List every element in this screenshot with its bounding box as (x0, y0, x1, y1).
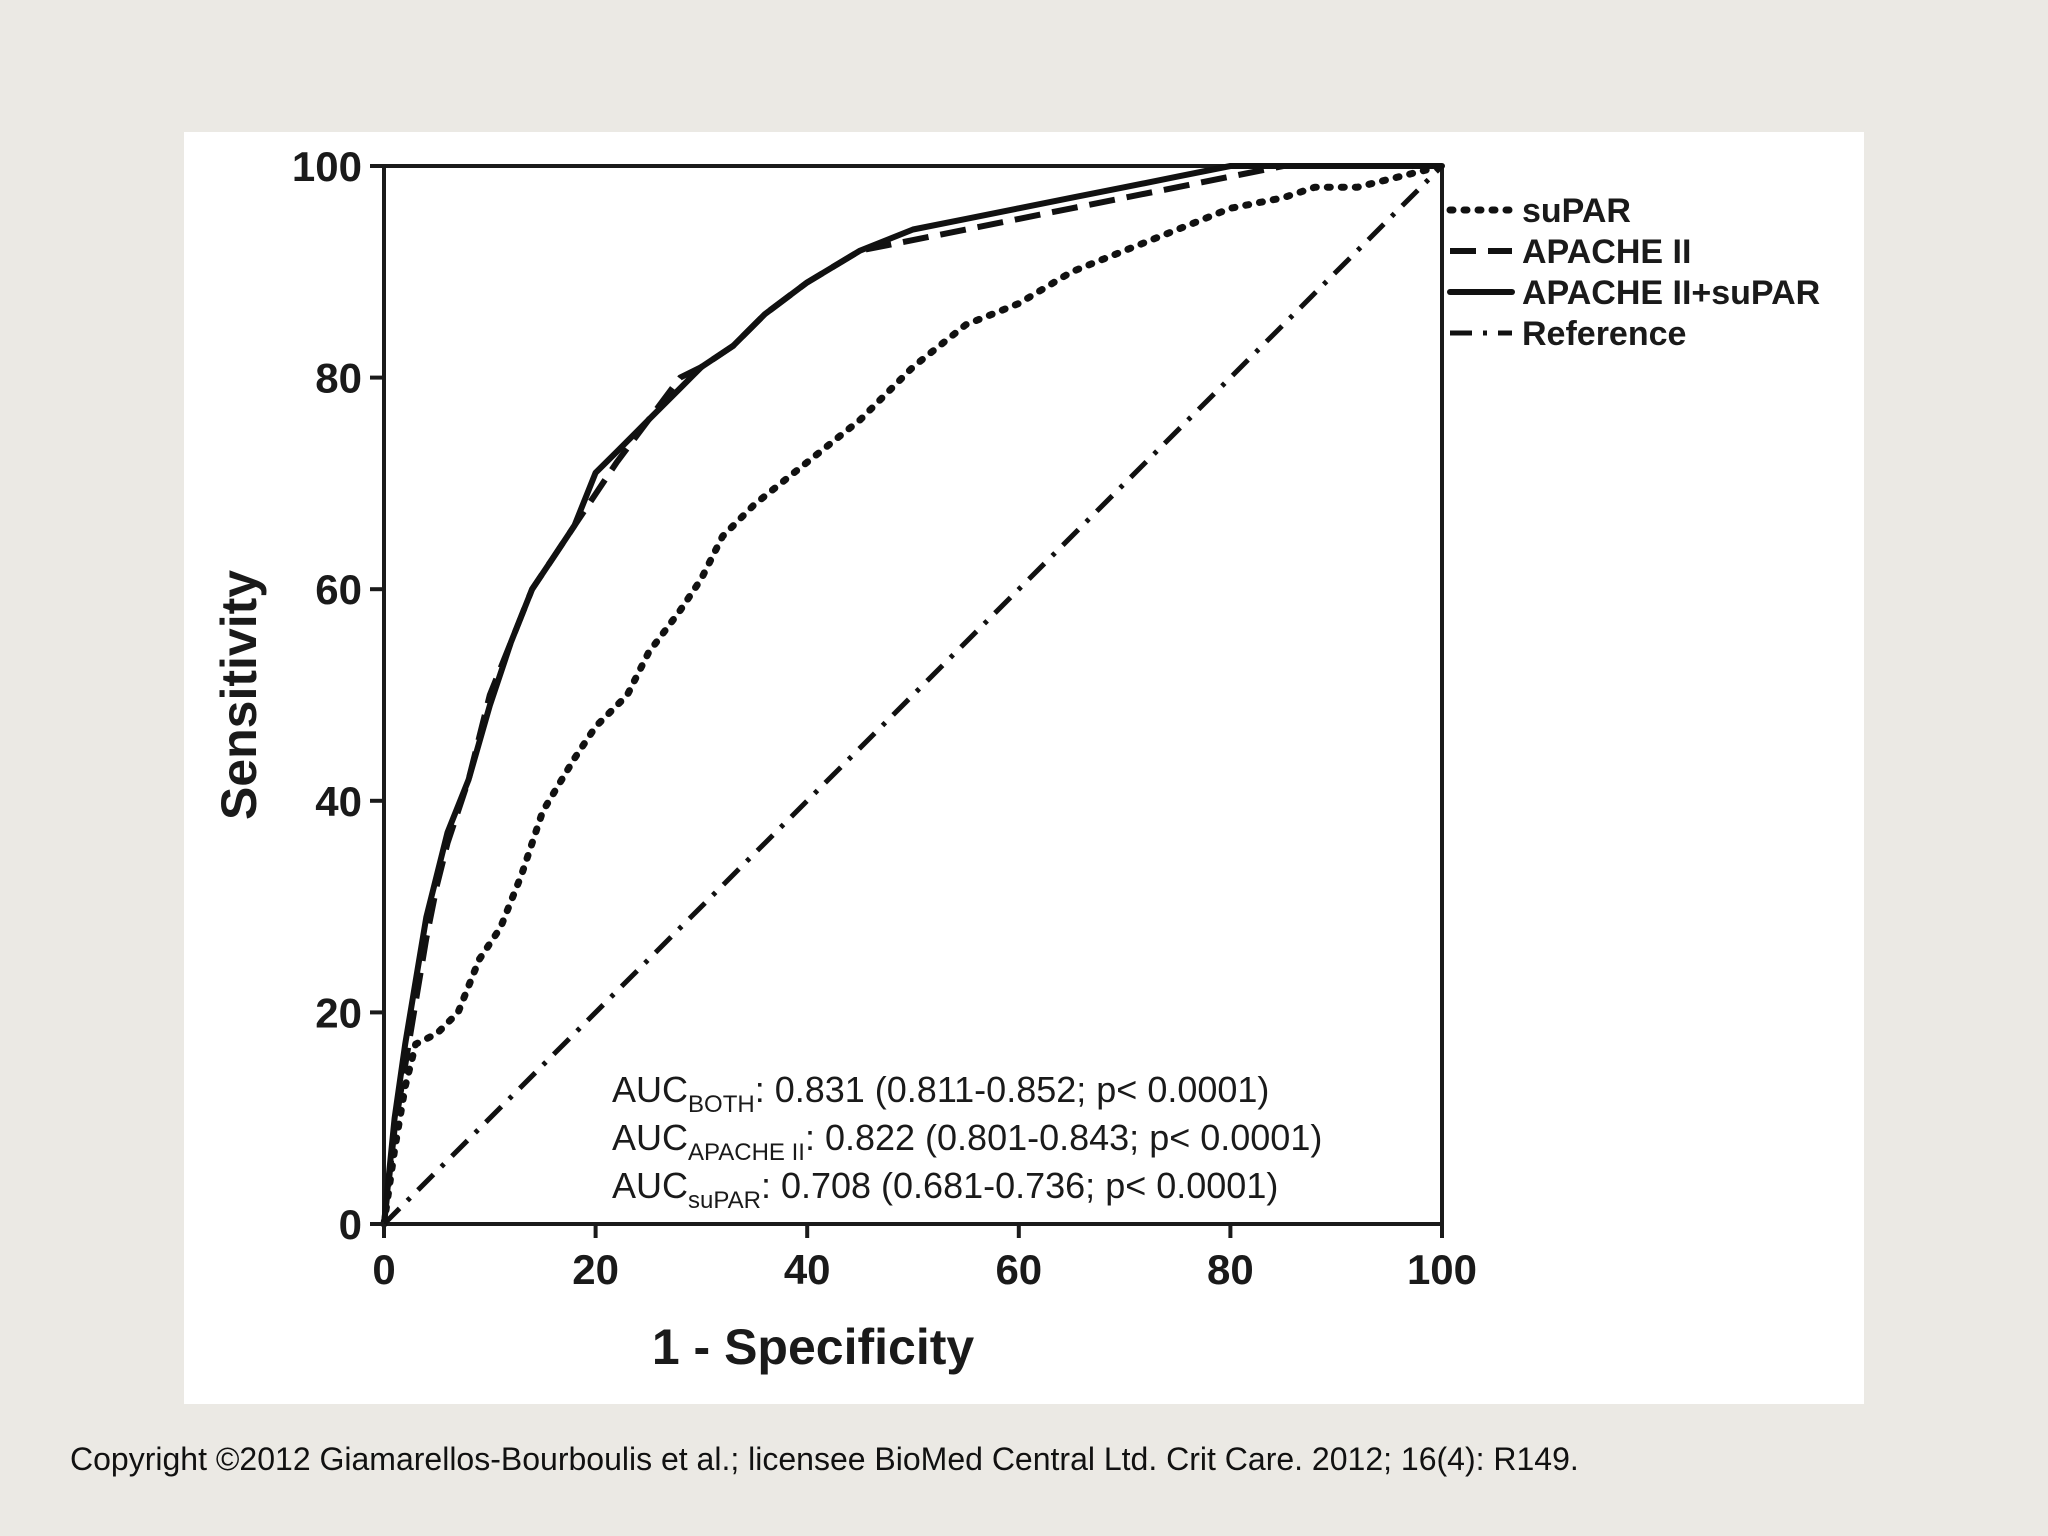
series-line-apache-ii (381, 163, 1442, 1225)
legend-label: Reference (1522, 315, 1686, 353)
auc-annotation: AUCBOTH: 0.831 (0.811-0.852; p< 0.0001) (612, 1069, 1269, 1118)
x-tick-label: 40 (784, 1246, 831, 1293)
y-axis-title: Sensitivity (211, 570, 267, 820)
legend-label: APACHE II (1522, 233, 1691, 271)
roc-chart: 0 20 40 60 80 100 0 20 40 60 80 100 1 - Specificity… (211, 143, 1820, 1375)
x-axis-title: 1 - Specificity (652, 1319, 975, 1375)
legend-label: suPAR (1522, 192, 1631, 230)
x-tick-label: 100 (1407, 1246, 1477, 1293)
y-tick-label: 40 (315, 778, 362, 825)
series-line-supar (380, 162, 1446, 1228)
figure-panel: 0 20 40 60 80 100 0 20 40 60 80 100 1 - Specificity… (184, 132, 1864, 1404)
copyright-notice: Copyright ©2012 Giamarellos-Bourboulis e… (70, 1441, 1579, 1477)
auc-annotation: AUCsuPAR: 0.708 (0.681-0.736; p< 0.0001) (612, 1165, 1278, 1214)
y-tick-label: 0 (339, 1201, 362, 1248)
y-tick-label: 100 (292, 143, 362, 190)
series-line-apache-ii-supar (381, 163, 1445, 1227)
plot-frame (382, 164, 1444, 1226)
x-tick-label: 60 (995, 1246, 1042, 1293)
y-tick-label: 60 (315, 566, 362, 613)
auc-annotation: AUCAPACHE II: 0.822 (0.801-0.843; p< 0.0… (612, 1117, 1322, 1166)
x-tick-label: 80 (1207, 1246, 1254, 1293)
y-tick-label: 80 (315, 355, 362, 402)
legend-label: APACHE II+suPAR (1522, 274, 1820, 312)
x-tick-label: 0 (372, 1246, 395, 1293)
x-tick-label: 20 (572, 1246, 619, 1293)
y-tick-label: 20 (315, 989, 362, 1036)
series-line-reference (382, 164, 1444, 1226)
